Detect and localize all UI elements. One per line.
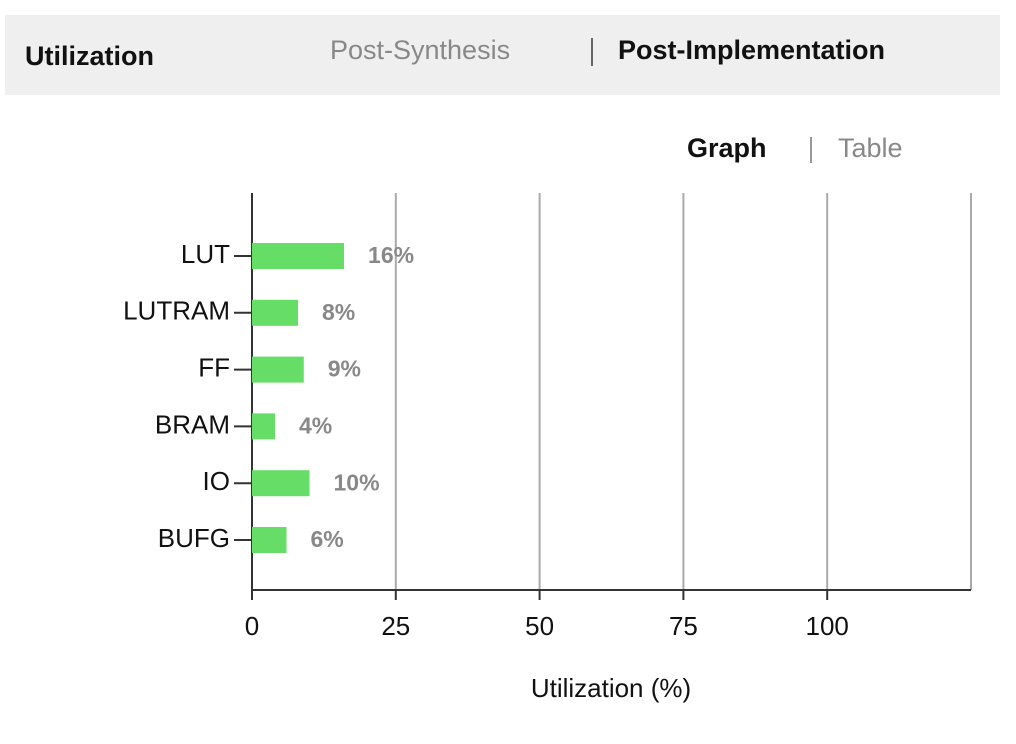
x-axis-title: Utilization (%) [531,673,691,703]
x-tick-label: 0 [245,611,259,641]
bar [252,299,299,326]
x-tick-label: 25 [381,611,410,641]
header-title: Utilization [25,41,154,71]
bar [252,243,345,269]
x-tick-label: 50 [525,611,554,641]
data-label: 8% [322,299,355,325]
view-option[interactable]: Table [838,133,903,163]
bar [252,470,310,497]
bar [252,356,304,383]
data-label: 16% [368,242,414,268]
data-label: 6% [311,526,344,552]
data-label: 10% [334,469,380,495]
y-tick-label: IO [203,466,230,496]
y-tick-label: BRAM [155,409,230,439]
data-label: 4% [299,412,332,438]
bar [252,527,287,553]
tab[interactable]: Post-Implementation [618,35,885,65]
y-tick-label: LUT [181,239,230,269]
y-tick-label: FF [198,352,230,382]
x-tick-label: 75 [669,611,698,641]
view-option[interactable]: Graph [687,133,767,163]
y-tick-label: LUTRAM [123,296,230,326]
header-bar [5,15,1000,95]
tab[interactable]: Post-Synthesis [330,35,510,65]
x-tick-label: 100 [806,611,849,641]
y-tick-label: BUFG [158,523,230,553]
bar [252,413,276,440]
data-label: 9% [328,356,361,382]
